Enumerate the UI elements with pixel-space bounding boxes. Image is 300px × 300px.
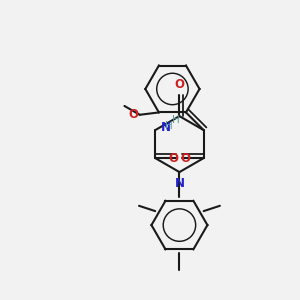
Text: O: O — [180, 152, 190, 165]
Text: N: N — [174, 177, 184, 190]
Text: H: H — [165, 121, 173, 131]
Text: O: O — [169, 152, 178, 165]
Text: O: O — [128, 108, 138, 121]
Text: H: H — [172, 116, 179, 125]
Text: N: N — [160, 121, 170, 134]
Text: O: O — [174, 78, 184, 91]
